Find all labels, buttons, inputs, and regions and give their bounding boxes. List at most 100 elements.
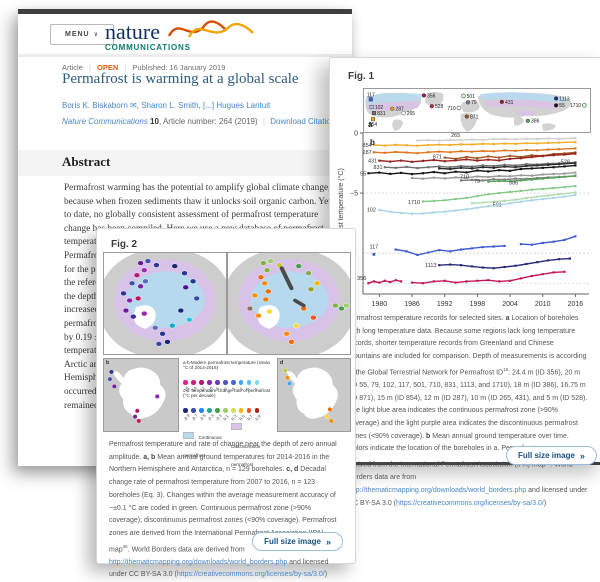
- svg-text:1992: 1992: [437, 301, 453, 308]
- svg-text:831: 831: [377, 111, 386, 117]
- volume-number: 10: [150, 117, 159, 126]
- panel-letter-b: b: [370, 138, 375, 147]
- panel-letter-b: b: [106, 360, 110, 366]
- svg-text:265: 265: [407, 111, 416, 117]
- svg-text:79: 79: [471, 100, 477, 106]
- svg-text:501: 501: [467, 94, 476, 100]
- svg-text:356: 356: [427, 93, 436, 99]
- author-separator: ,: [136, 101, 142, 110]
- figure-1-label: Fig. 1: [348, 71, 375, 82]
- svg-text:1710: 1710: [408, 200, 420, 206]
- svg-text:386: 386: [531, 119, 540, 125]
- panel-letter-a: a: [106, 254, 109, 260]
- svg-text:431: 431: [368, 159, 377, 165]
- figure-2-map-a: [103, 252, 227, 355]
- svg-text:117: 117: [367, 92, 375, 98]
- chevron-right-icon: »: [579, 450, 585, 461]
- fig2-full-size-image-button[interactable]: Full size image »: [252, 532, 343, 551]
- svg-text:871: 871: [433, 154, 442, 160]
- legend-zone-swatches: Continuous permafrost Discontinuous perm…: [183, 417, 275, 471]
- figure-2-caption: Permafrost temperature and rate of chang…: [109, 441, 337, 579]
- page-title: Permafrost is warming at a global scale: [62, 71, 299, 87]
- svg-text:102: 102: [375, 105, 384, 111]
- svg-text:102: 102: [367, 207, 376, 213]
- author-link[interactable]: Boris K. Biskaborn: [62, 101, 128, 110]
- citation-rest: , Article number: 264 (2019): [158, 117, 258, 126]
- authors-ellipsis-link[interactable]: [...]: [203, 101, 215, 110]
- svg-text:55: 55: [360, 171, 366, 177]
- svg-text:287: 287: [395, 107, 404, 113]
- svg-text:431: 431: [505, 100, 514, 106]
- figure-2-map-d: [277, 358, 351, 432]
- download-citation-link[interactable]: Download Citation: [270, 117, 336, 126]
- svg-text:1710: 1710: [570, 103, 581, 109]
- mail-icon[interactable]: ✉: [130, 101, 137, 110]
- svg-text:854: 854: [369, 122, 378, 128]
- figure-2-map-c: [227, 252, 351, 355]
- figure-2-map-b: [103, 358, 179, 432]
- authors-line: Boris K. Biskaborn ✉, Sharon L. Smith, […: [62, 101, 270, 110]
- panel-letter-d: d: [280, 360, 284, 366]
- discontinuous-permafrost-label: Discontinuous permafrost: [231, 443, 261, 467]
- figure-1-chart: 0 −5 1980 1986 1992 1998 2004 2010 2016 265 854287…: [350, 131, 589, 308]
- fig1-full-size-image-button[interactable]: Full size image »: [506, 446, 597, 465]
- svg-text:356: 356: [357, 276, 366, 282]
- svg-text:1998: 1998: [470, 301, 486, 308]
- open-access-badge: OPEN: [96, 63, 119, 72]
- fig1-full-size-image-label: Full size image: [518, 451, 575, 460]
- legend-change-rate-colorbar: [183, 400, 275, 413]
- figure-2-label: Fig. 2: [111, 239, 138, 250]
- author-separator: ,: [198, 101, 204, 110]
- author-link[interactable]: Sharon L. Smith: [141, 101, 199, 110]
- svg-text:1980: 1980: [372, 301, 388, 308]
- svg-text:871: 871: [470, 114, 479, 120]
- nature-wordmark: nature: [105, 19, 160, 44]
- legend-change-rate-ticks: -0.9-0.7-0.5-0.3-0.10.10.30.50.70.9: [182, 412, 262, 422]
- legend-change-rate-caption: c-d Temperature change rate of permafros…: [183, 387, 271, 399]
- nature-swoosh-icon: [167, 20, 254, 38]
- svg-text:287: 287: [363, 150, 372, 156]
- svg-text:265: 265: [451, 133, 460, 139]
- fig2-full-size-image-label: Full size image: [264, 537, 321, 546]
- svg-text:117: 117: [369, 245, 378, 251]
- continuous-permafrost-label: Continuous permafrost: [183, 434, 222, 458]
- article-meta: Article | OPEN | Published: 16 January 2…: [62, 63, 225, 72]
- discontinuous-permafrost-swatch: [231, 422, 243, 430]
- chevron-down-icon: ∨: [93, 32, 100, 38]
- panel-letter-a: a: [368, 120, 373, 129]
- meta-separator: |: [88, 63, 91, 72]
- journal-link[interactable]: Nature Communications: [62, 117, 148, 126]
- svg-text:528: 528: [435, 104, 444, 110]
- svg-text:528: 528: [561, 160, 570, 166]
- figure-2-legend: a-b Modern permafrost temperature (mean …: [182, 358, 275, 467]
- svg-text:1113: 1113: [559, 96, 570, 102]
- svg-text:2010: 2010: [535, 301, 551, 308]
- svg-text:1113: 1113: [425, 263, 436, 269]
- figure-1-window: Fig. 1 117 102 831 854 287 265 356 528 501 79 710 4…: [329, 57, 600, 507]
- meta-separator: |: [124, 63, 127, 72]
- author-link[interactable]: Hugues Lantuit: [216, 101, 271, 110]
- communications-wordmark: COMMUNICATIONS: [105, 43, 191, 52]
- svg-text:710: 710: [447, 106, 456, 112]
- citation-line: Nature Communications 10, Article number…: [62, 117, 342, 126]
- continuous-permafrost-swatch: [183, 431, 194, 439]
- svg-text:1986: 1986: [404, 301, 420, 308]
- panel-letter-c: c: [230, 254, 233, 260]
- legend-temperature-colorbar: [183, 372, 275, 385]
- svg-text:2004: 2004: [502, 301, 518, 308]
- figure-2-window: Fig. 2 a c: [96, 228, 356, 578]
- svg-text:55: 55: [559, 103, 565, 109]
- figure-1-world-map: 117 102 831 854 287 265 356 528 501 79 710 431 871 11…: [363, 88, 591, 133]
- svg-text:710: 710: [460, 174, 469, 180]
- figure-1-caption: Permafrost temperature records for selec…: [348, 315, 588, 507]
- published-date: Published: 16 January 2019: [132, 63, 226, 72]
- svg-text:−5: −5: [350, 191, 358, 198]
- menu-button[interactable]: MENU ∨: [50, 24, 114, 45]
- svg-text:386: 386: [509, 181, 518, 187]
- svg-text:831: 831: [373, 165, 382, 171]
- legend-temperature-caption: a-b Modern permafrost temperature (mean …: [183, 360, 271, 371]
- article-type-label: Article: [62, 63, 83, 72]
- svg-text:79: 79: [474, 179, 480, 185]
- nature-communications-logo[interactable]: nature COMMUNICATIONS: [105, 19, 265, 59]
- citation-divider: |: [262, 117, 265, 126]
